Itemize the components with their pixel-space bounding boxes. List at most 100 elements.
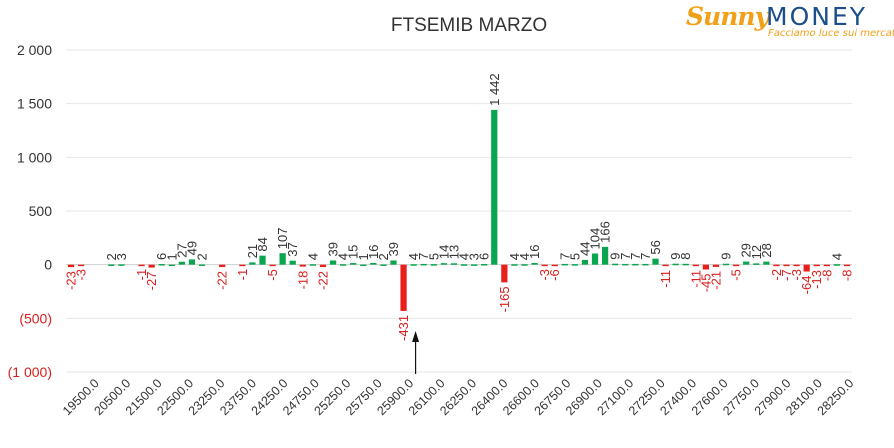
data-label: 4 bbox=[507, 253, 522, 260]
bar bbox=[67, 264, 75, 268]
data-label: 7 bbox=[638, 253, 653, 260]
bar bbox=[642, 263, 649, 266]
logo-sunny-text: Sunny bbox=[686, 2, 769, 31]
data-label: 9 bbox=[668, 252, 683, 259]
data-label: 4 bbox=[517, 253, 532, 260]
data-label: 1 bbox=[356, 253, 371, 260]
grid-lines bbox=[66, 49, 852, 373]
data-label: 107 bbox=[275, 227, 290, 249]
data-label: -13 bbox=[809, 270, 824, 289]
y-tick-label: 0 bbox=[44, 257, 52, 273]
data-label: 7 bbox=[618, 253, 633, 260]
bar bbox=[481, 264, 488, 266]
data-label: 166 bbox=[598, 221, 613, 243]
bar bbox=[783, 264, 790, 267]
bar bbox=[813, 264, 820, 267]
bar bbox=[591, 253, 599, 265]
data-label: -5 bbox=[265, 269, 280, 281]
data-label: -5 bbox=[729, 269, 744, 281]
data-label: -3 bbox=[789, 269, 804, 281]
bar bbox=[430, 264, 437, 266]
bar bbox=[138, 264, 145, 267]
bar bbox=[279, 253, 286, 265]
data-label: 15 bbox=[346, 245, 361, 259]
data-label: 13 bbox=[446, 245, 461, 259]
logo-money-text: MONEY bbox=[766, 2, 868, 31]
data-label: -22 bbox=[215, 271, 230, 290]
bar bbox=[219, 264, 226, 268]
data-label: -2 bbox=[769, 269, 784, 281]
data-label: 2 bbox=[104, 253, 119, 260]
data-label: -18 bbox=[295, 271, 310, 290]
data-label: 39 bbox=[386, 242, 401, 256]
data-label: -1 bbox=[134, 269, 149, 281]
bar-series bbox=[67, 109, 851, 311]
bar bbox=[722, 263, 730, 266]
bar bbox=[561, 263, 568, 266]
logo-tagline: Facciamo luce sui mercati bbox=[768, 28, 894, 39]
data-label: -8 bbox=[839, 270, 854, 282]
data-label: 7 bbox=[628, 253, 643, 260]
data-label: -21 bbox=[708, 271, 723, 290]
bar bbox=[440, 263, 448, 265]
bar bbox=[501, 264, 508, 283]
bar bbox=[370, 262, 377, 265]
bar bbox=[662, 264, 669, 267]
bar bbox=[239, 264, 246, 267]
data-label: 104 bbox=[588, 228, 603, 250]
data-label: -6 bbox=[547, 269, 562, 281]
bar bbox=[168, 264, 175, 267]
bar bbox=[531, 262, 538, 265]
bar bbox=[652, 258, 659, 265]
bar bbox=[632, 263, 639, 266]
data-label: -7 bbox=[779, 269, 794, 281]
bar bbox=[571, 264, 579, 266]
data-label: 4 bbox=[457, 253, 472, 260]
data-label: 9 bbox=[719, 252, 734, 259]
bar bbox=[299, 264, 306, 267]
data-label: 21 bbox=[245, 244, 260, 258]
y-tick-label: 1 500 bbox=[17, 96, 52, 112]
y-tick-label: 2 000 bbox=[17, 42, 52, 58]
bar bbox=[158, 264, 165, 266]
bar bbox=[581, 259, 589, 265]
data-label: -45 bbox=[698, 273, 713, 292]
bar bbox=[400, 264, 407, 311]
bar bbox=[309, 264, 317, 266]
data-label: 6 bbox=[477, 253, 492, 260]
bar bbox=[410, 264, 417, 266]
data-label: 1 442 bbox=[487, 73, 502, 106]
data-label: -64 bbox=[799, 276, 814, 295]
bar bbox=[77, 264, 85, 267]
data-label: -11 bbox=[658, 270, 673, 288]
x-axis: 19500.020500.021500.022500.023250.023750… bbox=[60, 376, 856, 418]
data-label: 5 bbox=[567, 253, 582, 260]
data-label: 16 bbox=[366, 244, 381, 258]
bar bbox=[541, 264, 548, 267]
bar bbox=[803, 264, 810, 272]
bar bbox=[612, 263, 619, 266]
data-label: -8 bbox=[819, 270, 834, 282]
y-tick-label: (1 000) bbox=[8, 364, 52, 380]
bar bbox=[178, 261, 186, 265]
bar bbox=[198, 264, 206, 266]
bar bbox=[551, 264, 558, 267]
bar bbox=[360, 264, 367, 267]
y-tick-label: (500) bbox=[19, 310, 52, 326]
data-label: 12 bbox=[749, 245, 764, 259]
bar bbox=[289, 260, 296, 265]
bar bbox=[339, 264, 347, 266]
data-label: -1 bbox=[235, 269, 250, 281]
data-label: 8 bbox=[678, 253, 693, 260]
annotation-arrow bbox=[412, 331, 420, 374]
data-label: 27 bbox=[174, 243, 189, 257]
bar bbox=[108, 264, 115, 266]
bar bbox=[763, 261, 770, 265]
bar bbox=[319, 264, 327, 268]
bar bbox=[712, 264, 720, 267]
data-label: -165 bbox=[497, 286, 512, 312]
data-label: -11 bbox=[688, 270, 703, 288]
bar bbox=[249, 262, 256, 265]
